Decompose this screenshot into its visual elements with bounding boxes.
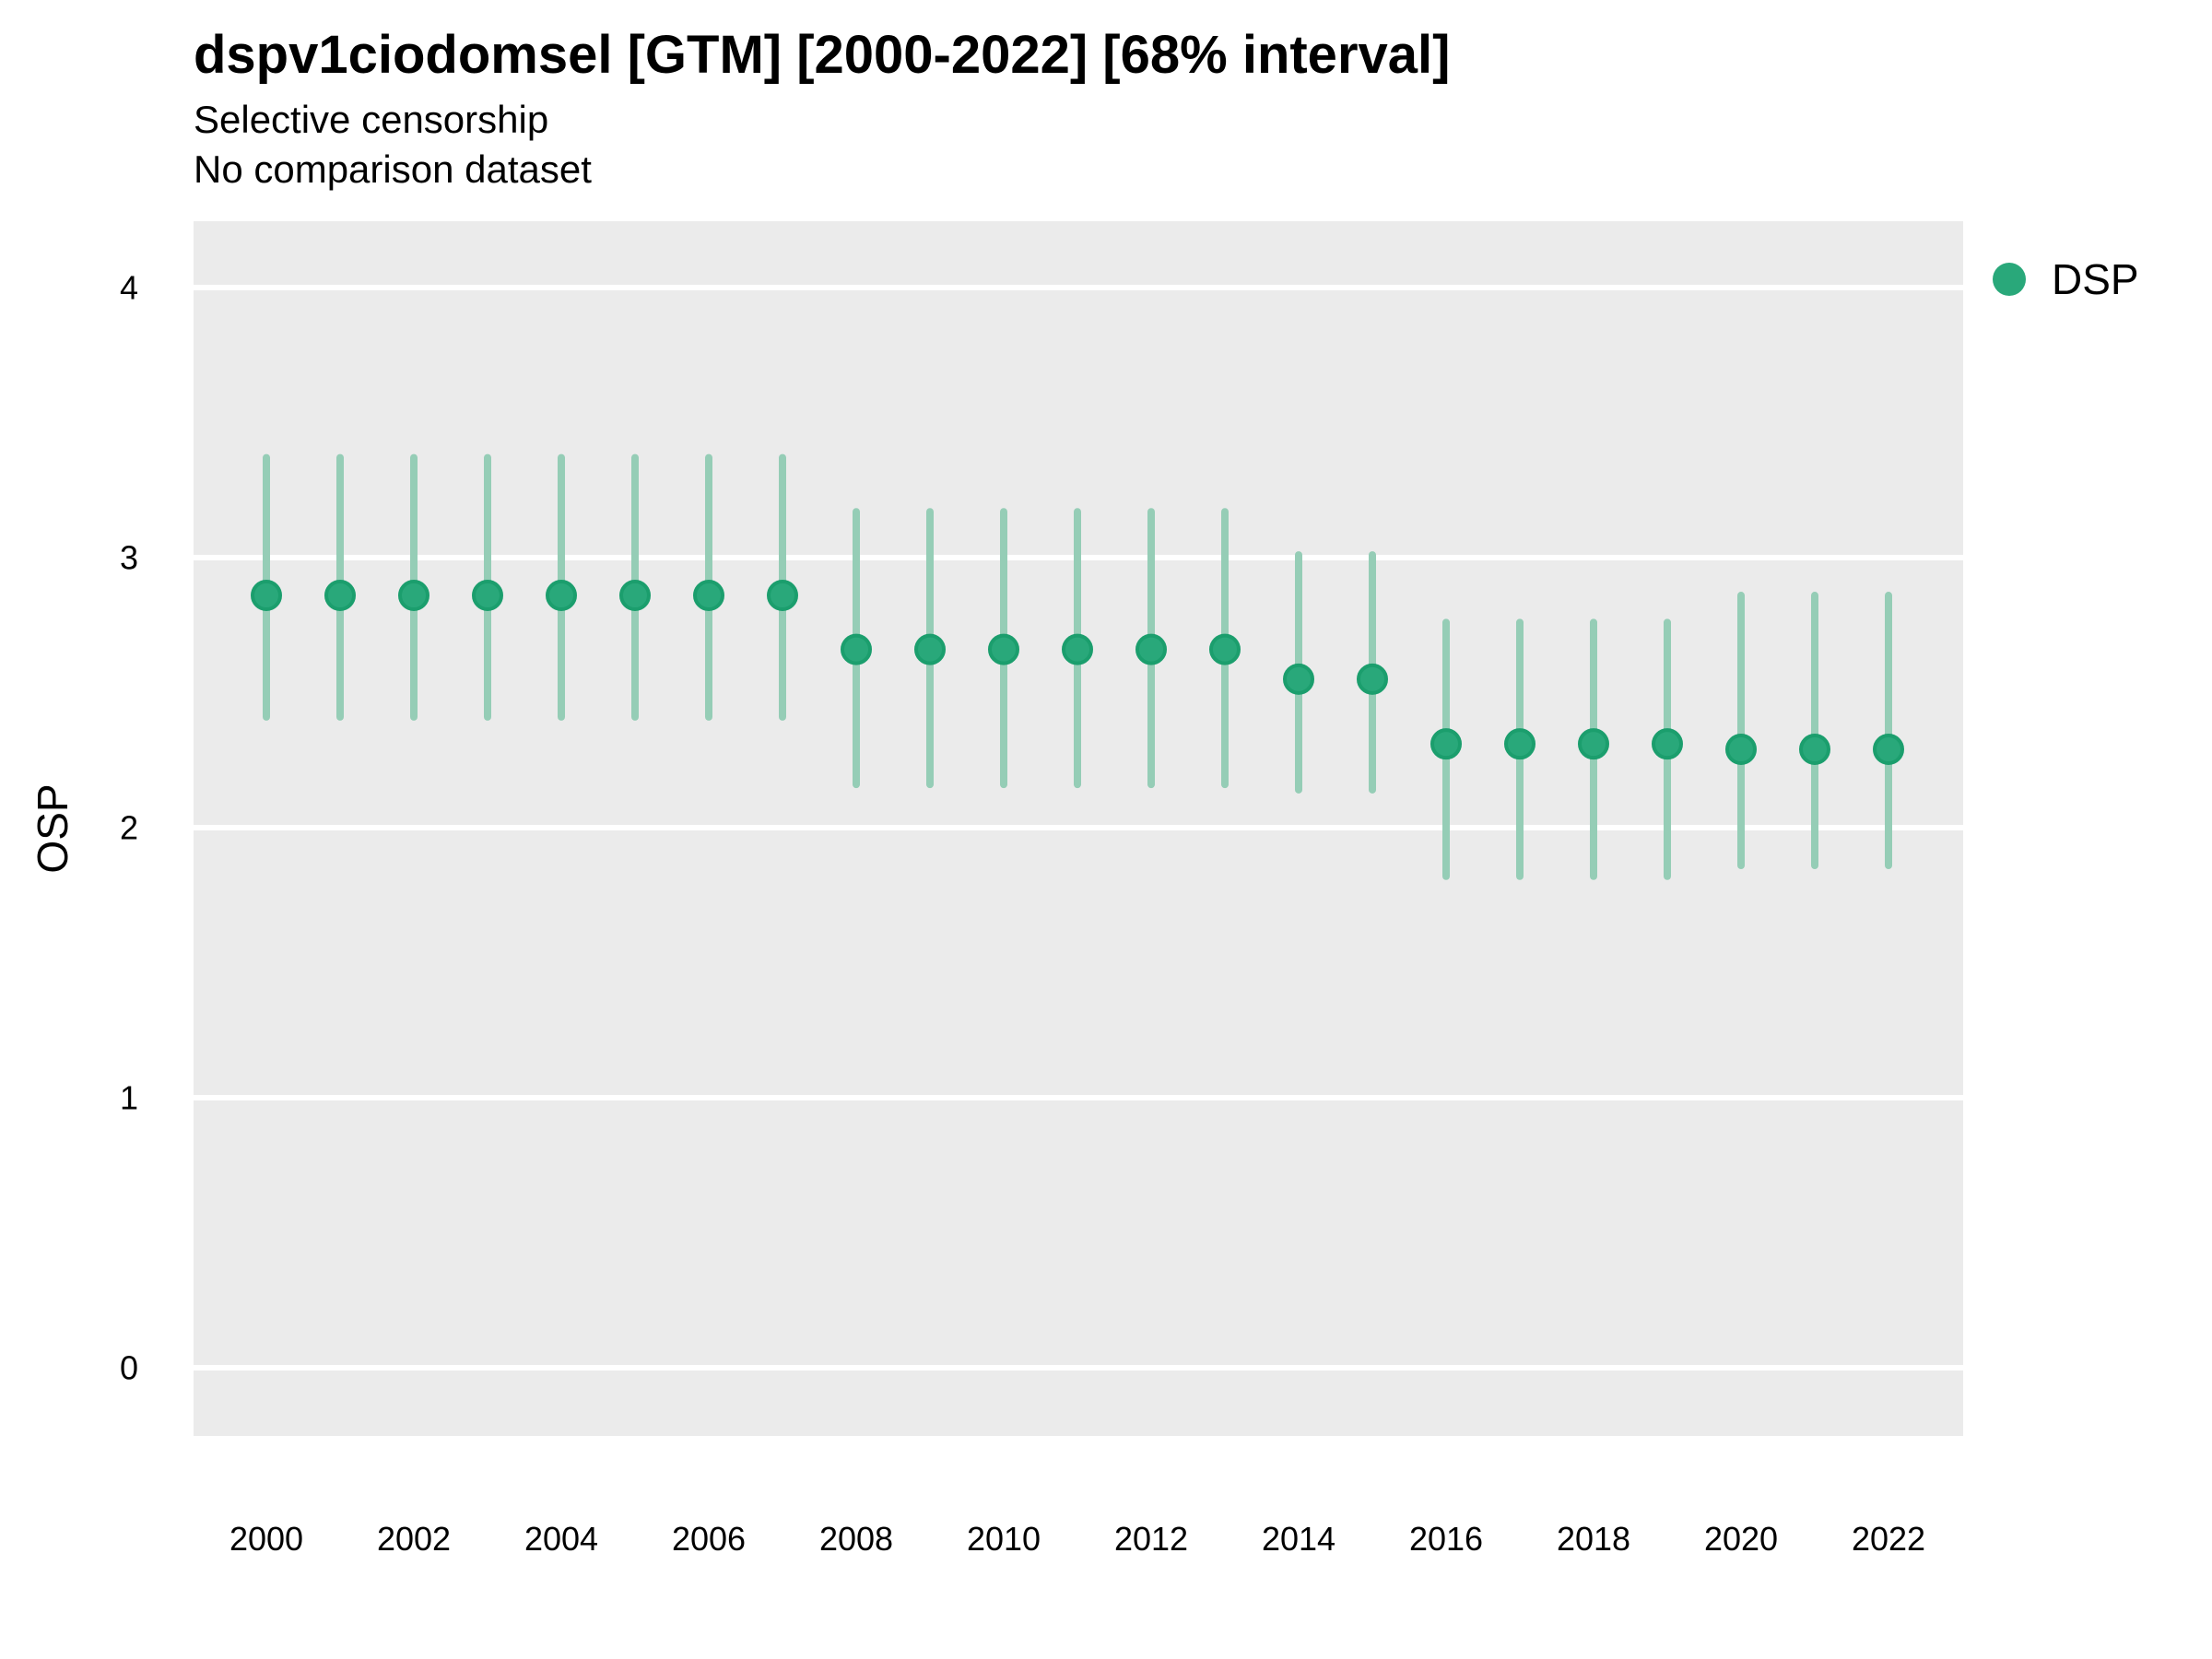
point-dsp-2005	[619, 580, 651, 612]
y-tick-label-1: 1	[120, 1079, 138, 1117]
point-dsp-2022	[1873, 734, 1904, 766]
point-dsp-2017	[1504, 728, 1535, 760]
point-dsp-2020	[1725, 734, 1757, 766]
point-dsp-2009	[914, 633, 946, 665]
point-dsp-2014	[1283, 663, 1314, 695]
y-tick-label-2: 2	[120, 809, 138, 847]
x-tick-label-2018: 2018	[1557, 1520, 1630, 1558]
x-tick-label-2004: 2004	[524, 1520, 598, 1558]
x-tick-label-2016: 2016	[1409, 1520, 1483, 1558]
legend: DSP	[1993, 254, 2139, 304]
chart-subtitle-line2: No comparison dataset	[194, 147, 592, 191]
point-dsp-2008	[841, 633, 872, 665]
x-tick-label-2022: 2022	[1852, 1520, 1925, 1558]
x-tick-label-2010: 2010	[967, 1520, 1041, 1558]
point-dsp-2000	[251, 580, 282, 612]
x-tick-label-2000: 2000	[229, 1520, 303, 1558]
point-dsp-2018	[1578, 728, 1609, 760]
x-tick-label-2008: 2008	[819, 1520, 893, 1558]
y-tick-label-3: 3	[120, 539, 138, 577]
point-dsp-2011	[1062, 633, 1093, 665]
point-dsp-2021	[1799, 734, 1830, 766]
point-dsp-2007	[767, 580, 798, 612]
point-dsp-2001	[324, 580, 356, 612]
point-dsp-2006	[693, 580, 724, 612]
point-dsp-2015	[1357, 663, 1388, 695]
point-dsp-2004	[546, 580, 577, 612]
y-axis-title: OSP	[29, 783, 76, 874]
point-dsp-2019	[1652, 728, 1683, 760]
point-dsp-2012	[1135, 633, 1167, 665]
x-tick-label-2002: 2002	[377, 1520, 451, 1558]
x-tick-label-2012: 2012	[1114, 1520, 1188, 1558]
point-dsp-2003	[472, 580, 503, 612]
x-tick-label-2014: 2014	[1262, 1520, 1335, 1558]
point-dsp-2016	[1430, 728, 1462, 760]
legend-label: DSP	[2052, 255, 2139, 303]
point-dsp-2002	[398, 580, 429, 612]
legend-dot-icon	[1993, 263, 2026, 296]
y-tick-label-0: 0	[120, 1349, 138, 1387]
point-dsp-2010	[988, 633, 1019, 665]
chart-title: dspv1ciodomsel [GTM] [2000-2022] [68% in…	[194, 25, 1451, 85]
y-tick-label-4: 4	[120, 269, 138, 307]
x-tick-label-2006: 2006	[672, 1520, 746, 1558]
point-dsp-2013	[1209, 633, 1241, 665]
x-tick-label-2020: 2020	[1704, 1520, 1778, 1558]
chart-subtitle-line1: Selective censorship	[194, 98, 549, 141]
